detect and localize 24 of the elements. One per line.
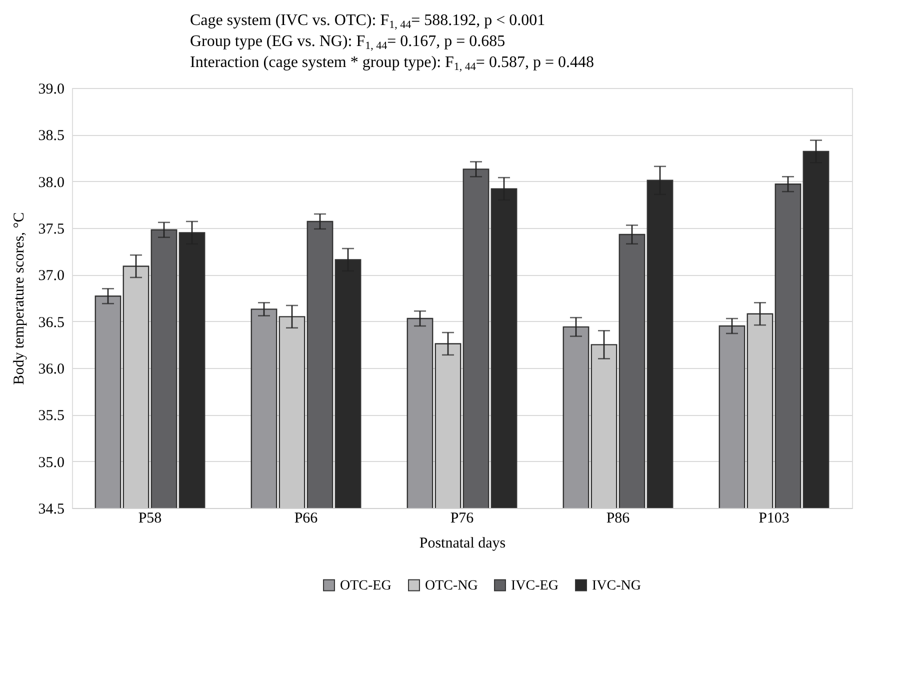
x-tick-label: P76 <box>450 510 474 526</box>
y-tick-label: 36.5 <box>38 314 64 331</box>
x-axis-title: Postnatal days <box>419 536 506 552</box>
y-tick-label: 37.0 <box>38 268 64 284</box>
legend-label: IVC-NG <box>592 578 641 594</box>
annotation: Group type (EG vs. NG): F$_{1, 44}$= 0.167, p = 0.685 <box>190 32 506 52</box>
x-tick-label: P66 <box>294 510 318 526</box>
y-tick-label: 37.5 <box>38 222 64 238</box>
y-tick-label: 34.5 <box>38 502 64 518</box>
legend-label: OTC-EG <box>340 578 392 594</box>
y-tick-label: 38.5 <box>38 128 64 144</box>
y-tick-label: 38.0 <box>38 174 64 191</box>
legend-label: OTC-NG <box>425 578 478 594</box>
y-tick-label: 35.5 <box>38 408 64 424</box>
y-tick-label: 39.0 <box>38 82 64 98</box>
y-tick-label: 36.0 <box>38 362 64 378</box>
x-tick-label: P86 <box>606 510 630 526</box>
y-axis-title: Body temperature scores, °C <box>11 212 28 385</box>
y-tick-label: 35.0 <box>38 454 64 471</box>
annotation: Interaction (cage system * group type): F$_{1, 44}$= 0.587, p = 0.448 <box>190 53 595 73</box>
annotation: Cage system (IVC vs. OTC): F$_{1, 44}$= 588.192, p < 0.001 <box>190 11 546 31</box>
x-tick-label: P103 <box>758 510 790 526</box>
legend-label: IVC-EG <box>511 578 558 594</box>
x-tick-label: P58 <box>138 510 162 526</box>
